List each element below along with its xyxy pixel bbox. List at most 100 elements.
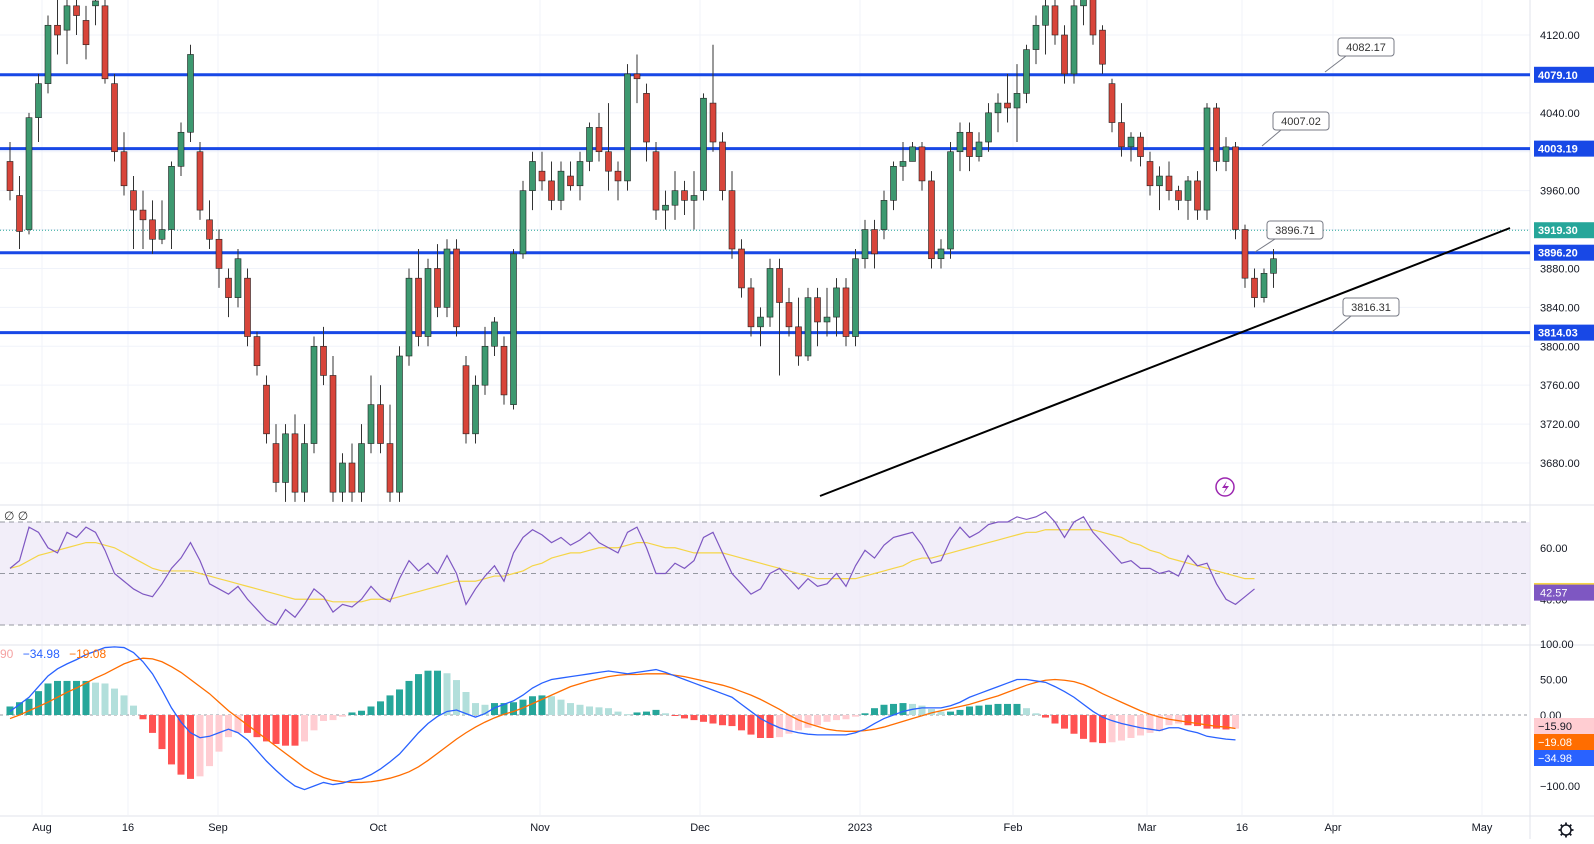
candle-body bbox=[481, 345, 489, 386]
macd-legend-signal: −19.08 bbox=[69, 647, 107, 661]
price-pane bbox=[0, 0, 1530, 502]
candle-body bbox=[519, 190, 527, 255]
candle-body bbox=[1260, 273, 1268, 298]
macd-histogram-bar bbox=[795, 715, 802, 731]
macd-histogram-bar bbox=[719, 715, 726, 726]
time-axis-tick: 16 bbox=[122, 822, 134, 834]
macd-histogram-bar bbox=[1213, 715, 1220, 729]
macd-histogram-bar bbox=[1184, 715, 1192, 726]
macd-histogram-bar bbox=[491, 703, 498, 715]
macd-histogram-bar bbox=[1137, 715, 1144, 736]
candle-body bbox=[1004, 102, 1011, 109]
price-callout-box[interactable] bbox=[1272, 111, 1330, 131]
candle-body bbox=[538, 170, 546, 182]
macd-signal-line bbox=[9, 657, 1236, 784]
level-price-badge bbox=[1534, 244, 1594, 261]
level-price-badge bbox=[1534, 66, 1594, 83]
candle-body bbox=[576, 161, 584, 187]
macd-histogram-bar bbox=[633, 712, 641, 715]
candle-body bbox=[35, 83, 42, 118]
macd-histogram-bar bbox=[880, 704, 888, 715]
macd-histogram-bar bbox=[1013, 703, 1021, 715]
macd-histogram-bar bbox=[177, 715, 185, 775]
candle-body bbox=[1099, 29, 1106, 65]
time-axis-tick: Feb bbox=[1004, 822, 1023, 834]
price-callout-box[interactable] bbox=[1342, 297, 1400, 317]
candle-body bbox=[624, 73, 631, 182]
macd-histogram-bar bbox=[614, 711, 622, 715]
candle-body bbox=[1137, 136, 1144, 157]
time-axis-tick: Aug bbox=[32, 822, 52, 834]
candle-body bbox=[120, 151, 128, 187]
macd-value-badge bbox=[1534, 750, 1594, 766]
macd-histogram-bar bbox=[25, 698, 33, 715]
gear-icon[interactable] bbox=[1558, 822, 1574, 838]
macd-value-badge-text: −34.98 bbox=[1538, 753, 1572, 765]
candle-body bbox=[548, 180, 555, 201]
macd-histogram-bar bbox=[956, 709, 964, 715]
macd-histogram-bar bbox=[291, 715, 299, 746]
macd-histogram-bar bbox=[538, 695, 546, 715]
candle-body bbox=[396, 355, 403, 493]
candle-body bbox=[747, 287, 755, 328]
macd-histogram-bar bbox=[776, 715, 783, 738]
macd-histogram-bar bbox=[814, 715, 821, 726]
time-axis-tick: Dec bbox=[690, 822, 710, 834]
candle-body bbox=[785, 302, 793, 328]
macd-histogram-bar bbox=[1089, 715, 1097, 743]
candle-body bbox=[1070, 5, 1078, 75]
time-axis-tick: 2023 bbox=[848, 822, 872, 834]
candle-body bbox=[434, 268, 441, 308]
candle-body bbox=[301, 443, 308, 493]
rsi-ma-line bbox=[9, 529, 1255, 603]
price-callout-label: 3896.71 bbox=[1275, 225, 1315, 237]
candle-body bbox=[966, 131, 973, 157]
candle-body bbox=[272, 443, 280, 483]
macd-histogram-bar bbox=[462, 691, 470, 715]
candle-body bbox=[985, 112, 992, 143]
macd-histogram-bar bbox=[424, 670, 432, 715]
candle-body bbox=[1270, 258, 1277, 274]
price-callout-label: 4082.17 bbox=[1346, 42, 1386, 54]
candle-body bbox=[1203, 107, 1211, 211]
candle-body bbox=[92, 0, 99, 7]
candle-body bbox=[1108, 83, 1116, 123]
candle-body bbox=[177, 131, 185, 167]
macd-histogram-bar bbox=[681, 715, 688, 719]
last-price-badge bbox=[1534, 222, 1594, 239]
candle-body bbox=[263, 384, 270, 435]
candle-body bbox=[386, 443, 394, 493]
macd-histogram-bar bbox=[510, 702, 517, 715]
macd-histogram-bar bbox=[1023, 708, 1030, 715]
candle-body bbox=[367, 404, 375, 444]
macd-histogram-bar bbox=[994, 703, 1002, 715]
macd-legend-hist: 90 bbox=[0, 647, 14, 661]
candle-body bbox=[1146, 161, 1154, 187]
lightning-icon[interactable] bbox=[1215, 477, 1235, 497]
candle-body bbox=[73, 5, 80, 16]
trendline[interactable] bbox=[819, 227, 1511, 497]
macd-histogram-bar bbox=[624, 714, 631, 716]
macd-value-badge bbox=[1534, 718, 1594, 734]
candle-body bbox=[633, 73, 641, 80]
candle-body bbox=[1175, 190, 1182, 201]
macd-histogram-bar bbox=[643, 711, 650, 715]
candle-body bbox=[196, 151, 204, 211]
candle-body bbox=[1080, 0, 1087, 7]
macd-histogram-bar bbox=[120, 695, 128, 715]
macd-histogram-bar bbox=[1118, 715, 1125, 741]
candle-body bbox=[567, 175, 574, 187]
macd-histogram-bar bbox=[35, 691, 42, 715]
macd-histogram-bar bbox=[728, 715, 736, 727]
candle-body bbox=[1184, 180, 1192, 201]
price-callout-box[interactable] bbox=[1337, 37, 1395, 57]
price-callout-box[interactable] bbox=[1266, 220, 1324, 240]
candle-body bbox=[339, 462, 346, 493]
macd-histogram-bar bbox=[92, 682, 99, 715]
candle-body bbox=[1222, 146, 1230, 162]
macd-histogram-bar bbox=[1061, 715, 1068, 729]
candle-body bbox=[766, 268, 774, 318]
